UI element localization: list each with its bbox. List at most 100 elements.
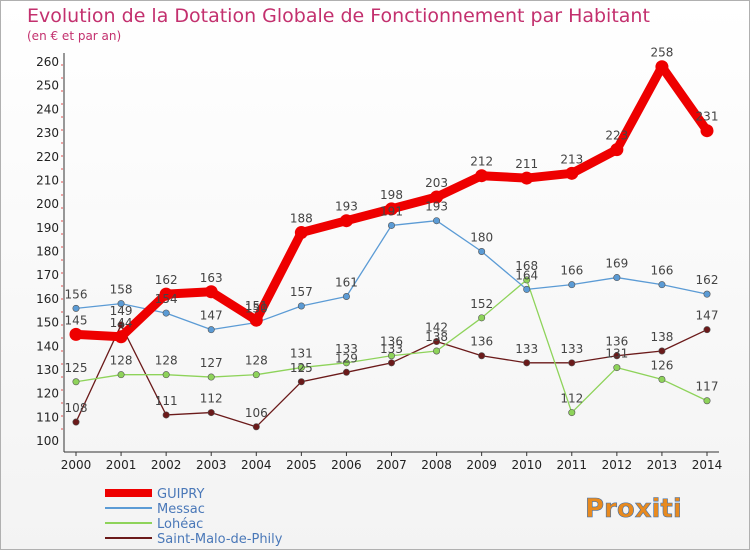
- data-label: 152: [470, 297, 493, 311]
- data-label: 161: [335, 276, 358, 290]
- data-label: 131: [605, 347, 628, 361]
- data-label: 163: [200, 271, 223, 285]
- data-label: 188: [290, 212, 313, 226]
- y-tick-label: 210: [36, 173, 59, 187]
- data-label: 164: [515, 268, 538, 282]
- data-label: 158: [110, 283, 133, 297]
- data-label: 198: [380, 188, 403, 202]
- data-label: 213: [560, 152, 583, 166]
- data-label: 162: [155, 273, 178, 287]
- data-point: [703, 326, 711, 334]
- legend-label: Messac: [157, 502, 205, 517]
- data-point: [655, 60, 669, 74]
- legend-label: Lohéac: [157, 517, 203, 532]
- data-point: [72, 418, 80, 426]
- data-label: 127: [200, 356, 223, 370]
- data-point: [613, 352, 621, 360]
- data-point: [297, 378, 305, 386]
- data-point: [342, 368, 350, 376]
- y-tick-label: 260: [36, 55, 59, 69]
- data-label: 193: [425, 200, 448, 214]
- data-point: [72, 304, 80, 312]
- x-tick-label: 2008: [421, 458, 452, 472]
- data-point: [297, 302, 305, 310]
- data-label: 203: [425, 176, 448, 190]
- x-tick-label: 2014: [692, 458, 723, 472]
- data-label: 166: [560, 264, 583, 278]
- data-point: [658, 281, 666, 289]
- y-tick-label: 130: [36, 363, 59, 377]
- data-label: 193: [335, 200, 358, 214]
- y-tick-label: 220: [36, 150, 59, 164]
- data-point: [523, 359, 531, 367]
- data-point: [520, 171, 534, 185]
- y-tick-label: 240: [36, 102, 59, 116]
- data-point: [658, 347, 666, 355]
- data-label: 156: [65, 287, 88, 301]
- data-point: [249, 313, 263, 327]
- data-label: 136: [605, 335, 628, 349]
- x-tick-label: 2001: [106, 458, 137, 472]
- chart-subtitle: (en € et par an): [27, 29, 122, 43]
- data-label: 117: [696, 380, 719, 394]
- data-point: [478, 248, 486, 256]
- y-tick-label: 140: [36, 339, 59, 353]
- x-tick-label: 2005: [286, 458, 317, 472]
- x-tick-label: 2006: [331, 458, 362, 472]
- data-label: 147: [696, 309, 719, 323]
- data-label: 128: [110, 354, 133, 368]
- data-point: [339, 214, 353, 228]
- data-point: [207, 373, 215, 381]
- data-label: 191: [380, 204, 403, 218]
- data-label: 168: [515, 259, 538, 273]
- data-point: [433, 338, 441, 346]
- data-label: 131: [290, 347, 313, 361]
- data-label: 108: [65, 401, 88, 415]
- data-point: [117, 321, 125, 329]
- legend-label: GUIPRY: [157, 487, 204, 502]
- data-label: 231: [696, 110, 719, 124]
- data-point: [568, 359, 576, 367]
- data-label: 166: [650, 264, 673, 278]
- data-label: 258: [650, 46, 673, 60]
- data-label: 126: [650, 358, 673, 372]
- data-label: 180: [470, 231, 493, 245]
- data-point: [475, 169, 489, 183]
- x-tick-label: 2003: [196, 458, 227, 472]
- data-label: 112: [200, 392, 223, 406]
- x-tick-label: 2011: [557, 458, 588, 472]
- data-label: 133: [560, 342, 583, 356]
- data-point: [252, 371, 260, 379]
- data-label: 111: [155, 394, 178, 408]
- data-point: [700, 124, 714, 138]
- data-label: 129: [335, 351, 358, 365]
- data-point: [69, 327, 83, 341]
- data-point: [294, 226, 308, 240]
- y-tick-label: 170: [36, 268, 59, 282]
- data-label: 128: [245, 354, 268, 368]
- data-label: 212: [470, 155, 493, 169]
- data-point: [387, 359, 395, 367]
- data-point: [568, 281, 576, 289]
- data-label: 106: [245, 406, 268, 420]
- y-tick-label: 230: [36, 126, 59, 140]
- data-point: [430, 190, 444, 204]
- x-tick-label: 2010: [511, 458, 542, 472]
- y-tick-label: 190: [36, 221, 59, 235]
- data-label: 133: [335, 342, 358, 356]
- data-point: [162, 371, 170, 379]
- data-label: 138: [425, 330, 448, 344]
- y-tick-label: 100: [36, 434, 59, 448]
- x-tick-label: 2000: [61, 458, 92, 472]
- legend-label: Saint-Malo-de-Phily: [157, 532, 283, 547]
- data-point: [387, 221, 395, 229]
- data-label: 162: [696, 273, 719, 287]
- data-point: [297, 364, 305, 372]
- data-label: 133: [380, 342, 403, 356]
- data-label: 125: [290, 361, 313, 375]
- chart-title: Evolution de la Dotation Globale de Fonc…: [27, 5, 650, 27]
- data-label: 136: [470, 335, 493, 349]
- data-label: 211: [515, 157, 538, 171]
- data-point: [478, 352, 486, 360]
